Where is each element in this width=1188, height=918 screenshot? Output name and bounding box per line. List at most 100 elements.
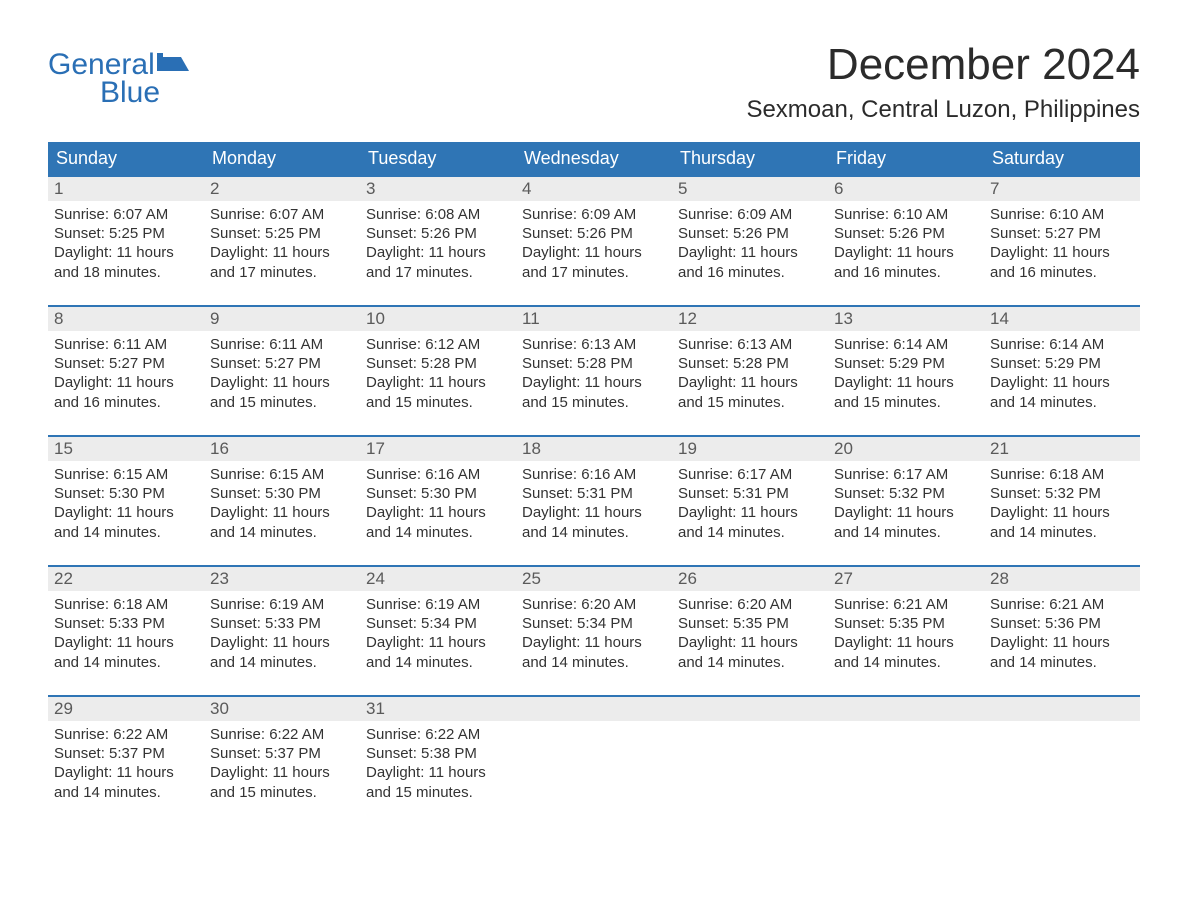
day-body: Sunrise: 6:19 AMSunset: 5:33 PMDaylight:… bbox=[204, 591, 360, 680]
sunset-text: Sunset: 5:33 PM bbox=[210, 614, 354, 633]
day-cell: 5Sunrise: 6:09 AMSunset: 5:26 PMDaylight… bbox=[672, 175, 828, 305]
day-wrap: 25Sunrise: 6:20 AMSunset: 5:34 PMDayligh… bbox=[516, 565, 672, 680]
day-cell bbox=[516, 695, 672, 825]
sunrise-text: Sunrise: 6:16 AM bbox=[522, 465, 666, 484]
day-body: Sunrise: 6:18 AMSunset: 5:32 PMDaylight:… bbox=[984, 461, 1140, 550]
sunset-text: Sunset: 5:28 PM bbox=[366, 354, 510, 373]
sunrise-text: Sunrise: 6:07 AM bbox=[54, 205, 198, 224]
day-header-row: Sunday Monday Tuesday Wednesday Thursday… bbox=[48, 142, 1140, 175]
daylight-text: Daylight: 11 hours and 15 minutes. bbox=[834, 373, 978, 411]
day-cell: 18Sunrise: 6:16 AMSunset: 5:31 PMDayligh… bbox=[516, 435, 672, 565]
daylight-text: Daylight: 11 hours and 14 minutes. bbox=[366, 633, 510, 671]
day-body: Sunrise: 6:14 AMSunset: 5:29 PMDaylight:… bbox=[984, 331, 1140, 420]
day-cell: 29Sunrise: 6:22 AMSunset: 5:37 PMDayligh… bbox=[48, 695, 204, 825]
sunset-text: Sunset: 5:30 PM bbox=[54, 484, 198, 503]
day-cell: 14Sunrise: 6:14 AMSunset: 5:29 PMDayligh… bbox=[984, 305, 1140, 435]
sunset-text: Sunset: 5:27 PM bbox=[54, 354, 198, 373]
day-body: Sunrise: 6:20 AMSunset: 5:34 PMDaylight:… bbox=[516, 591, 672, 680]
sunset-text: Sunset: 5:31 PM bbox=[678, 484, 822, 503]
sunrise-text: Sunrise: 6:07 AM bbox=[210, 205, 354, 224]
daylight-text: Daylight: 11 hours and 14 minutes. bbox=[366, 503, 510, 541]
week-row: 1Sunrise: 6:07 AMSunset: 5:25 PMDaylight… bbox=[48, 175, 1140, 305]
day-body: Sunrise: 6:21 AMSunset: 5:35 PMDaylight:… bbox=[828, 591, 984, 680]
day-wrap: 14Sunrise: 6:14 AMSunset: 5:29 PMDayligh… bbox=[984, 305, 1140, 420]
daylight-text: Daylight: 11 hours and 15 minutes. bbox=[678, 373, 822, 411]
day-cell: 15Sunrise: 6:15 AMSunset: 5:30 PMDayligh… bbox=[48, 435, 204, 565]
day-body: Sunrise: 6:07 AMSunset: 5:25 PMDaylight:… bbox=[48, 201, 204, 290]
day-body: Sunrise: 6:10 AMSunset: 5:27 PMDaylight:… bbox=[984, 201, 1140, 290]
day-number: 31 bbox=[360, 697, 516, 721]
day-body: Sunrise: 6:22 AMSunset: 5:37 PMDaylight:… bbox=[48, 721, 204, 810]
sunrise-text: Sunrise: 6:13 AM bbox=[522, 335, 666, 354]
calendar-table: Sunday Monday Tuesday Wednesday Thursday… bbox=[48, 142, 1140, 825]
sunrise-text: Sunrise: 6:21 AM bbox=[990, 595, 1134, 614]
day-number: 4 bbox=[516, 177, 672, 201]
sunrise-text: Sunrise: 6:16 AM bbox=[366, 465, 510, 484]
day-body: Sunrise: 6:16 AMSunset: 5:30 PMDaylight:… bbox=[360, 461, 516, 550]
day-number: 8 bbox=[48, 307, 204, 331]
day-cell: 17Sunrise: 6:16 AMSunset: 5:30 PMDayligh… bbox=[360, 435, 516, 565]
sunset-text: Sunset: 5:26 PM bbox=[366, 224, 510, 243]
sunrise-text: Sunrise: 6:10 AM bbox=[990, 205, 1134, 224]
day-number: 14 bbox=[984, 307, 1140, 331]
title-block: December 2024 Sexmoan, Central Luzon, Ph… bbox=[746, 40, 1140, 124]
dayhead-tuesday: Tuesday bbox=[360, 142, 516, 175]
day-number: 27 bbox=[828, 567, 984, 591]
daylight-text: Daylight: 11 hours and 14 minutes. bbox=[54, 503, 198, 541]
day-body: Sunrise: 6:22 AMSunset: 5:37 PMDaylight:… bbox=[204, 721, 360, 810]
daylight-text: Daylight: 11 hours and 14 minutes. bbox=[990, 373, 1134, 411]
day-body: Sunrise: 6:09 AMSunset: 5:26 PMDaylight:… bbox=[672, 201, 828, 290]
day-wrap: 19Sunrise: 6:17 AMSunset: 5:31 PMDayligh… bbox=[672, 435, 828, 550]
day-wrap: 27Sunrise: 6:21 AMSunset: 5:35 PMDayligh… bbox=[828, 565, 984, 680]
day-body: Sunrise: 6:07 AMSunset: 5:25 PMDaylight:… bbox=[204, 201, 360, 290]
sunrise-text: Sunrise: 6:12 AM bbox=[366, 335, 510, 354]
sunset-text: Sunset: 5:32 PM bbox=[990, 484, 1134, 503]
day-cell: 27Sunrise: 6:21 AMSunset: 5:35 PMDayligh… bbox=[828, 565, 984, 695]
day-cell: 16Sunrise: 6:15 AMSunset: 5:30 PMDayligh… bbox=[204, 435, 360, 565]
day-cell: 8Sunrise: 6:11 AMSunset: 5:27 PMDaylight… bbox=[48, 305, 204, 435]
sunrise-text: Sunrise: 6:11 AM bbox=[210, 335, 354, 354]
day-number: 20 bbox=[828, 437, 984, 461]
daylight-text: Daylight: 11 hours and 17 minutes. bbox=[522, 243, 666, 281]
sunset-text: Sunset: 5:36 PM bbox=[990, 614, 1134, 633]
sunset-text: Sunset: 5:28 PM bbox=[678, 354, 822, 373]
sunrise-text: Sunrise: 6:14 AM bbox=[990, 335, 1134, 354]
day-number: 21 bbox=[984, 437, 1140, 461]
sunset-text: Sunset: 5:31 PM bbox=[522, 484, 666, 503]
day-number: 29 bbox=[48, 697, 204, 721]
daylight-text: Daylight: 11 hours and 16 minutes. bbox=[54, 373, 198, 411]
day-number: 11 bbox=[516, 307, 672, 331]
daylight-text: Daylight: 11 hours and 16 minutes. bbox=[834, 243, 978, 281]
daylight-text: Daylight: 11 hours and 14 minutes. bbox=[522, 503, 666, 541]
daylight-text: Daylight: 11 hours and 14 minutes. bbox=[54, 633, 198, 671]
sunset-text: Sunset: 5:35 PM bbox=[834, 614, 978, 633]
sunrise-text: Sunrise: 6:22 AM bbox=[54, 725, 198, 744]
sunrise-text: Sunrise: 6:19 AM bbox=[366, 595, 510, 614]
empty-day bbox=[516, 695, 672, 721]
day-body: Sunrise: 6:08 AMSunset: 5:26 PMDaylight:… bbox=[360, 201, 516, 290]
sunset-text: Sunset: 5:26 PM bbox=[834, 224, 978, 243]
sunrise-text: Sunrise: 6:15 AM bbox=[210, 465, 354, 484]
day-number: 10 bbox=[360, 307, 516, 331]
day-wrap: 5Sunrise: 6:09 AMSunset: 5:26 PMDaylight… bbox=[672, 175, 828, 290]
dayhead-saturday: Saturday bbox=[984, 142, 1140, 175]
day-cell: 20Sunrise: 6:17 AMSunset: 5:32 PMDayligh… bbox=[828, 435, 984, 565]
day-body: Sunrise: 6:12 AMSunset: 5:28 PMDaylight:… bbox=[360, 331, 516, 420]
daylight-text: Daylight: 11 hours and 14 minutes. bbox=[678, 503, 822, 541]
daylight-text: Daylight: 11 hours and 17 minutes. bbox=[366, 243, 510, 281]
sunset-text: Sunset: 5:29 PM bbox=[834, 354, 978, 373]
sunrise-text: Sunrise: 6:09 AM bbox=[522, 205, 666, 224]
day-cell: 22Sunrise: 6:18 AMSunset: 5:33 PMDayligh… bbox=[48, 565, 204, 695]
day-number: 23 bbox=[204, 567, 360, 591]
sunset-text: Sunset: 5:28 PM bbox=[522, 354, 666, 373]
day-cell: 19Sunrise: 6:17 AMSunset: 5:31 PMDayligh… bbox=[672, 435, 828, 565]
dayhead-wednesday: Wednesday bbox=[516, 142, 672, 175]
day-cell: 3Sunrise: 6:08 AMSunset: 5:26 PMDaylight… bbox=[360, 175, 516, 305]
sunset-text: Sunset: 5:34 PM bbox=[366, 614, 510, 633]
daylight-text: Daylight: 11 hours and 14 minutes. bbox=[990, 503, 1134, 541]
sunset-text: Sunset: 5:27 PM bbox=[990, 224, 1134, 243]
day-wrap: 6Sunrise: 6:10 AMSunset: 5:26 PMDaylight… bbox=[828, 175, 984, 290]
daylight-text: Daylight: 11 hours and 14 minutes. bbox=[210, 503, 354, 541]
sunset-text: Sunset: 5:30 PM bbox=[210, 484, 354, 503]
day-body: Sunrise: 6:11 AMSunset: 5:27 PMDaylight:… bbox=[204, 331, 360, 420]
